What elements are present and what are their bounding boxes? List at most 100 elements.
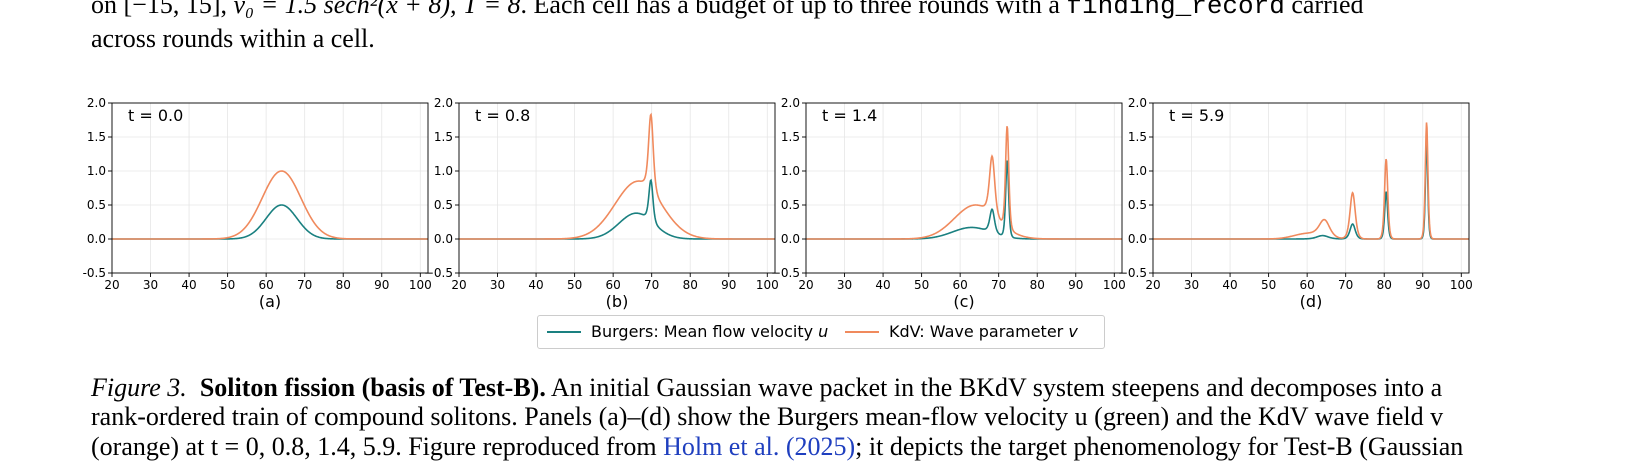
x-tick-label: 50 — [220, 278, 235, 292]
series-line-burgers — [459, 178, 775, 240]
y-tick-label: 2.0 — [1128, 96, 1147, 110]
x-tick-label: 20 — [1145, 278, 1160, 292]
text-fragment: carried — [1284, 0, 1364, 19]
y-tick-label: 0.5 — [1128, 198, 1147, 212]
plot-frame — [805, 102, 1123, 274]
x-tick-label: 30 — [490, 278, 505, 292]
y-tick-label: 2.0 — [781, 96, 800, 110]
series-line-kdv — [806, 126, 1122, 240]
code-inline: finding_record — [1066, 0, 1285, 21]
x-tick-label: 80 — [1377, 278, 1392, 292]
x-tick-label: 50 — [1261, 278, 1276, 292]
y-tick-label: 1.0 — [87, 164, 106, 178]
body-text-line-2: across rounds within a cell. — [91, 24, 375, 53]
x-tick-label: 90 — [374, 278, 389, 292]
math-inline: v₀ = 1.5 sech²(x + 8), T = 8 — [233, 0, 521, 19]
y-tick-label: 2.0 — [434, 96, 453, 110]
caption-title: Soliton fission (basis of Test-B). — [199, 373, 546, 402]
x-tick-label: 70 — [1338, 278, 1353, 292]
x-tick-label: 60 — [606, 278, 621, 292]
y-tick-label: 2.0 — [87, 96, 106, 110]
text-fragment: . Each cell has a budget of up to three … — [520, 0, 1067, 19]
x-tick-label: 20 — [104, 278, 119, 292]
x-tick-label: 90 — [1068, 278, 1083, 292]
y-tick-label: 1.5 — [87, 130, 106, 144]
x-tick-label: 100 — [756, 278, 779, 292]
caption-text: ; it depicts the target phenomenology fo… — [855, 432, 1464, 461]
series-line-burgers — [806, 160, 1122, 240]
x-tick-label: 70 — [644, 278, 659, 292]
x-tick-label: 40 — [528, 278, 543, 292]
legend-swatch-burgers — [547, 331, 581, 333]
plot-frame — [1152, 102, 1470, 274]
y-tick-label: 1.0 — [781, 164, 800, 178]
y-tick-label: −0.5 — [424, 266, 453, 280]
legend-var: v — [1068, 322, 1078, 341]
chart-legend: Burgers: Mean flow velocity u KdV: Wave … — [537, 315, 1105, 349]
legend-label-kdv: KdV: Wave parameter v — [889, 322, 1078, 341]
plot-frame — [458, 102, 776, 274]
x-tick-label: 50 — [914, 278, 929, 292]
y-tick-label: 0.5 — [781, 198, 800, 212]
panel-letter: (c) — [953, 292, 974, 311]
y-tick-label: 0.0 — [781, 232, 800, 246]
legend-label-burgers: Burgers: Mean flow velocity u — [591, 322, 828, 341]
x-tick-label: 80 — [683, 278, 698, 292]
x-tick-label: 60 — [1300, 278, 1315, 292]
y-tick-label: 1.0 — [1128, 164, 1147, 178]
legend-var: u — [818, 322, 829, 341]
y-tick-label: 1.5 — [434, 130, 453, 144]
citation-link[interactable]: Holm et al. (2025) — [663, 432, 856, 461]
panel-time-label: t = 0.8 — [475, 106, 530, 125]
x-tick-label: 100 — [1450, 278, 1473, 292]
x-tick-label: 40 — [1222, 278, 1237, 292]
x-tick-label: 100 — [1103, 278, 1126, 292]
figure-caption-line-3: (orange) at t = 0, 0.8, 1.4, 5.9. Figure… — [91, 432, 1549, 462]
figure-caption-line-2: rank-ordered train of compound solitons.… — [91, 402, 1444, 431]
legend-text: Burgers: Mean flow velocity — [591, 322, 819, 341]
panel-time-label: t = 1.4 — [822, 106, 877, 125]
x-tick-label: 70 — [991, 278, 1006, 292]
panel-letter: (a) — [259, 292, 281, 311]
figure-3-panels: 20 30 40 50 60 70 80 90 100 2.0 1.5 1.0 0.5 0.0 -0.5 t … — [83, 96, 1473, 311]
series-line-kdv — [112, 170, 428, 240]
x-tick-label: 80 — [1030, 278, 1045, 292]
x-tick-label: 60 — [953, 278, 968, 292]
figure-label: Figure 3. — [91, 373, 187, 402]
x-tick-label: 30 — [837, 278, 852, 292]
x-tick-label: 30 — [143, 278, 158, 292]
series-line-kdv — [1153, 122, 1469, 240]
y-tick-label: 0.0 — [1128, 232, 1147, 246]
x-tick-label: 80 — [336, 278, 351, 292]
plot-frame — [111, 102, 429, 274]
caption-text: An initial Gaussian wave packet in the B… — [545, 373, 1443, 402]
x-tick-label: 60 — [259, 278, 274, 292]
y-tick-label: 1.5 — [781, 130, 800, 144]
body-text-line-1: on [−15, 15], v₀ = 1.5 sech²(x + 8), T =… — [91, 0, 1549, 21]
x-tick-label: 40 — [875, 278, 890, 292]
series-line-kdv — [459, 112, 775, 240]
panel-letter: (d) — [1300, 292, 1323, 311]
y-tick-label: −0.5 — [1118, 266, 1147, 280]
x-tick-label: 100 — [409, 278, 432, 292]
x-tick-label: 90 — [1415, 278, 1430, 292]
series-line-burgers — [1153, 139, 1469, 240]
x-tick-label: 90 — [721, 278, 736, 292]
x-tick-label: 20 — [451, 278, 466, 292]
panel-time-label: t = 0.0 — [128, 106, 183, 125]
x-tick-label: 70 — [297, 278, 312, 292]
y-tick-label: 1.0 — [434, 164, 453, 178]
figure-caption-line-1: Figure 3. Soliton fission (basis of Test… — [91, 373, 1549, 403]
y-tick-label: 1.5 — [1128, 130, 1147, 144]
y-tick-label: 0.5 — [434, 198, 453, 212]
y-tick-label: 0.5 — [87, 198, 106, 212]
x-tick-label: 40 — [181, 278, 196, 292]
text-fragment: on [−15, 15], — [91, 0, 234, 19]
y-tick-label: 0.0 — [434, 232, 453, 246]
y-tick-label: 0.0 — [87, 232, 106, 246]
y-tick-label: -0.5 — [83, 266, 106, 280]
x-tick-label: 20 — [798, 278, 813, 292]
legend-swatch-kdv — [845, 331, 879, 333]
x-tick-label: 30 — [1184, 278, 1199, 292]
legend-text: KdV: Wave parameter — [889, 322, 1069, 341]
